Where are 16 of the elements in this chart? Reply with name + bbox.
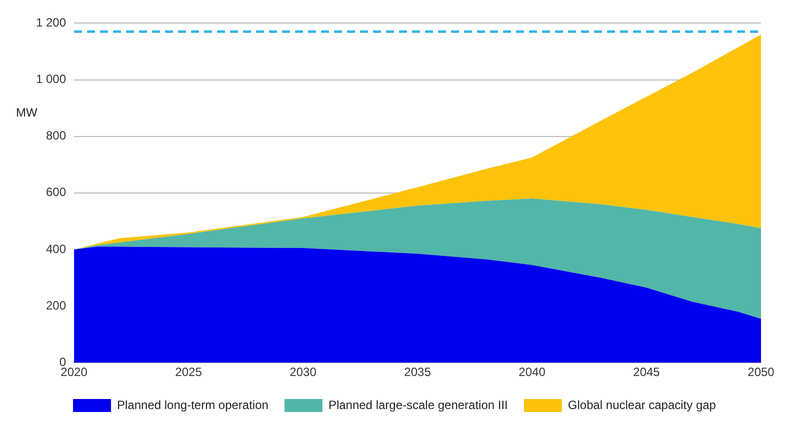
legend-label: Planned long-term operation (117, 398, 268, 412)
legend-label: Planned large-scale generation III (328, 398, 508, 412)
y-tick-label: 800 (46, 128, 66, 143)
y-tick-label: 200 (46, 298, 66, 312)
x-tick-label: 2030 (290, 365, 317, 380)
x-tick-label: 2040 (518, 365, 546, 380)
x-tick-label: 2050 (748, 365, 775, 380)
y-tick-label: 400 (46, 242, 66, 256)
x-tick-label: 2025 (175, 365, 202, 380)
legend-label: Global nuclear capacity gap (568, 398, 716, 412)
y-tick-label: 600 (46, 185, 66, 200)
y-tick-label: 1 200 (36, 16, 66, 30)
x-tick-label: 2035 (404, 365, 432, 380)
x-tick-label: 2045 (633, 365, 660, 380)
y-tick-label: 1 000 (36, 72, 66, 86)
y-axis-title: MW (16, 106, 38, 120)
